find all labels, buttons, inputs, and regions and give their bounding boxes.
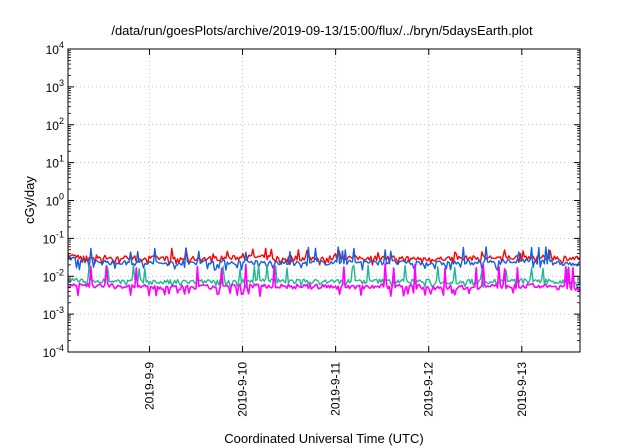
y-tick-label: 10-2 [43, 267, 64, 284]
y-tick-label: 103 [46, 78, 64, 95]
y-tick-labels: 10-4 10-3 10-2 10-1 100 101 102 103 104 [43, 40, 64, 360]
x-tick-labels: 2019-9-9 2019-9-10 2019-9-11 2019-9-12 2019-… [142, 362, 528, 417]
x-tick-label: 2019-9-9 [142, 362, 156, 410]
y-tick-label: 10-1 [43, 229, 64, 246]
y-axis-label: cGy/day [22, 176, 37, 224]
x-tick-label: 2019-9-11 [329, 362, 343, 416]
x-tick-label: 2019-9-13 [515, 362, 529, 417]
x-tick-label: 2019-9-10 [236, 362, 250, 417]
y-tick-label: 101 [46, 154, 64, 171]
x-tick-label: 2019-9-12 [422, 362, 436, 417]
y-tick-label: 100 [46, 192, 64, 209]
series-line [67, 264, 581, 289]
data-series [67, 246, 581, 298]
series-line [67, 247, 581, 266]
y-tick-label: 104 [46, 40, 64, 57]
y-tick-label: 10-3 [43, 305, 64, 322]
x-axis-label: Coordinated Universal Time (UTC) [224, 431, 423, 446]
y-tick-label: 102 [46, 116, 64, 133]
series-line [67, 246, 581, 271]
grid-lines [68, 49, 580, 352]
chart-title: /data/run/goesPlots/archive/2019-09-13/1… [111, 23, 533, 38]
y-tick-label: 10-4 [43, 343, 64, 360]
axis-ticks [68, 48, 580, 353]
series-line [67, 262, 581, 298]
